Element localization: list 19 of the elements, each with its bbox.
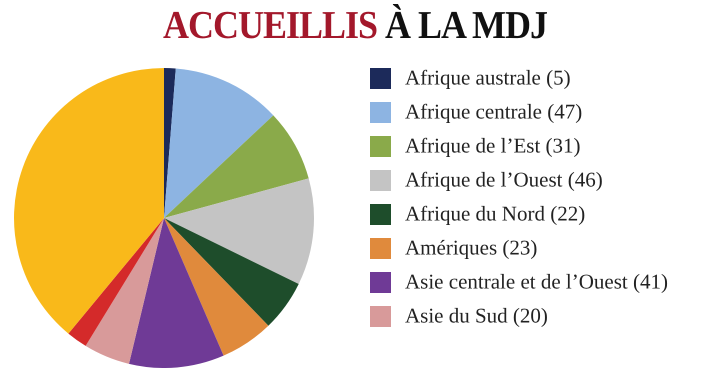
legend-label: Afrique centrale (47) [405,100,582,124]
legend-label: Afrique australe (5) [405,66,571,90]
pie-slice [68,218,164,346]
chart-title: ACCUEILLIS À LA MDJ [162,2,548,48]
pie-slice [128,218,224,368]
pie-slice [164,178,314,284]
pie-slice [14,68,164,334]
legend-label: Afrique de l’Est (31) [405,134,581,158]
pie-slice [164,115,309,218]
legend-label: Afrique du Nord (22) [405,202,586,226]
pie-slice [164,218,299,326]
legend-label: Asie du Sud (20) [405,304,548,328]
pie-slice [86,218,164,364]
legend-label: Asie centrale et de l’Ouest (41) [405,270,668,294]
pie-slice [164,218,268,356]
legend-label: Afrique de l’Ouest (46) [405,168,603,192]
pie-slice [164,68,176,218]
legend-label: Amériques (23) [405,236,538,260]
pie-slice [164,68,274,218]
